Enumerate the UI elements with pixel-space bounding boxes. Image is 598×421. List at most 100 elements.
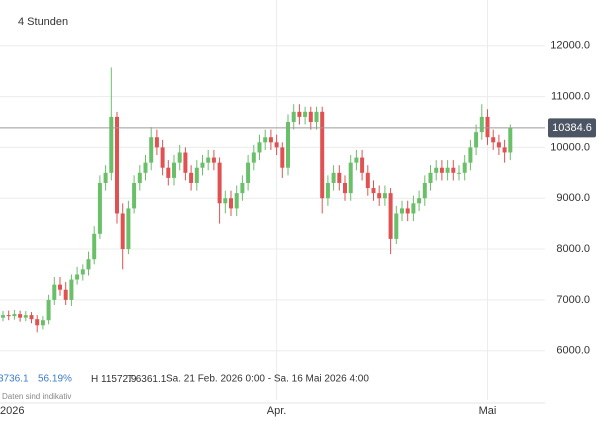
high-prefix: H <box>91 374 98 385</box>
candle-body <box>154 137 159 148</box>
candle-body <box>388 193 393 239</box>
candle-body <box>189 172 194 183</box>
candle-body <box>132 182 137 209</box>
candle-body <box>291 111 296 122</box>
candle-body <box>97 182 102 234</box>
candle-body <box>12 314 17 317</box>
candle-body <box>411 203 416 214</box>
candle-body <box>143 162 148 173</box>
y-tick-label: 11000.0 <box>551 90 590 102</box>
change: 3736.1 <box>0 374 29 385</box>
overlay: 10384.6 <box>0 118 596 138</box>
candle-body <box>268 137 273 143</box>
candle-body <box>166 167 171 178</box>
candle-body <box>394 213 399 239</box>
candle-body <box>69 279 74 300</box>
candle-body <box>246 162 251 183</box>
candle-body <box>371 188 376 194</box>
candle-body <box>86 259 91 270</box>
candle-body <box>109 116 114 173</box>
candle-body <box>496 142 501 148</box>
candle-body <box>52 284 57 300</box>
candle-body <box>274 142 279 148</box>
candle-body <box>405 208 410 214</box>
candle-body <box>417 198 422 204</box>
candle-body <box>80 269 85 275</box>
candle-body <box>354 157 359 163</box>
candle-body <box>343 182 347 194</box>
candle-body <box>240 182 245 194</box>
y-tick-label: 6000.0 <box>556 345 590 357</box>
candle-body <box>474 132 479 148</box>
candle-body <box>172 162 176 178</box>
candle-body <box>229 198 233 209</box>
candle-body <box>502 147 507 153</box>
candle-body <box>194 167 199 183</box>
candle-body <box>63 289 68 300</box>
candle-body <box>445 167 450 173</box>
candle-body <box>508 127 513 153</box>
candle-body <box>365 172 370 189</box>
candle-body <box>251 152 256 163</box>
high-value: 11572.9 <box>101 374 137 385</box>
candle-body <box>457 172 461 174</box>
candle-body <box>35 319 40 326</box>
candle-body <box>400 208 404 214</box>
candle-body <box>211 157 216 163</box>
candle-body <box>314 111 319 122</box>
candle-body <box>160 147 165 168</box>
candle-body <box>126 208 131 250</box>
candle-body <box>320 111 325 199</box>
last-price-box <box>548 118 596 138</box>
candle-body <box>115 116 119 214</box>
chart-title: 4 Stunden <box>18 16 68 28</box>
candle-body <box>257 142 262 153</box>
candle-body <box>217 162 222 204</box>
candle-body <box>462 162 467 173</box>
low-prefix: T <box>127 374 133 385</box>
candle-body <box>18 314 23 318</box>
candle-body <box>137 172 142 183</box>
candle-body <box>263 137 268 143</box>
candle-body <box>177 152 182 163</box>
grid: 6000.0 7000.0 8000.0 9000.0 10000.0 11000.0 12… <box>0 0 590 417</box>
candle-body <box>377 193 382 199</box>
candle-body <box>451 167 456 173</box>
candle-body <box>23 315 28 318</box>
candle-body <box>234 193 239 209</box>
low-value: 6361.1 <box>136 374 167 385</box>
y-tick-label: 8000.0 <box>556 243 590 255</box>
candles <box>1 67 513 333</box>
candle-body <box>206 157 211 163</box>
candle-body <box>120 213 125 250</box>
y-tick-label: 9000.0 <box>556 192 590 204</box>
candle-body <box>40 320 45 326</box>
candle-body <box>223 198 228 204</box>
candle-body <box>382 193 387 199</box>
period-low: T 6361.1 <box>127 374 167 385</box>
y-tick-label: 12000.0 <box>550 40 590 52</box>
candle-body <box>149 137 154 163</box>
candle-body <box>360 157 365 173</box>
candle-body <box>428 172 433 183</box>
candle-body <box>46 299 51 321</box>
candle-body <box>308 111 313 122</box>
last-price-label: 10384.6 <box>552 122 592 134</box>
candle-body <box>337 172 342 183</box>
y-tick-label: 7000.0 <box>556 294 590 306</box>
note: Daten sind indikativ <box>2 392 71 401</box>
candle-body <box>286 121 290 168</box>
candle-body <box>434 167 439 173</box>
candle-body <box>29 315 34 320</box>
candle-body <box>75 274 80 280</box>
candle-body <box>422 182 427 199</box>
candle-body <box>485 116 490 138</box>
candle-body <box>183 152 188 173</box>
candle-body <box>479 116 484 133</box>
candle-body <box>325 182 330 199</box>
candle-body <box>200 162 205 168</box>
candle-body <box>1 315 5 318</box>
candle-body <box>103 172 108 183</box>
candle-body <box>491 137 496 143</box>
